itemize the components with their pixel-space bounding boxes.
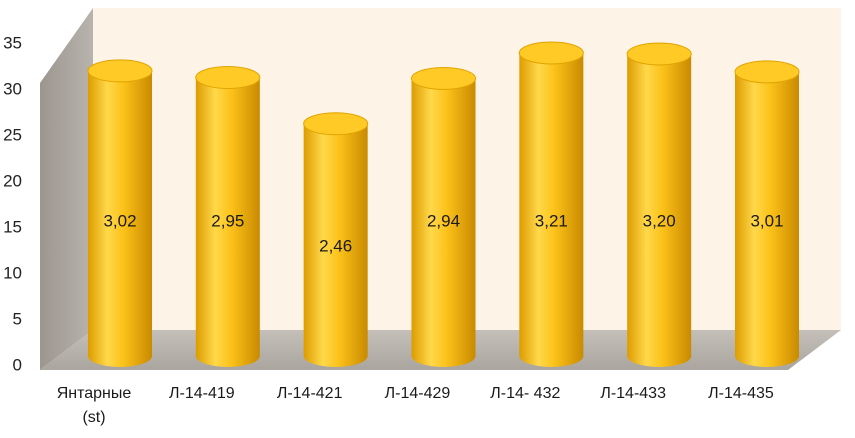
bar-body — [411, 78, 476, 367]
x-tick-label: Л-14-429 — [385, 385, 451, 402]
x-tick-label-line: Л-14- 432 — [490, 385, 560, 402]
bar-top — [626, 42, 692, 66]
bar: 3,20 — [626, 42, 692, 368]
bar-top — [518, 41, 584, 65]
data-label: 2,94 — [427, 211, 460, 230]
x-tick-label: Л-14- 432 — [490, 385, 560, 402]
bar-top — [87, 59, 153, 83]
bar-body — [735, 71, 799, 367]
bar: 2,46 — [303, 112, 369, 367]
x-tick-label-line: Л-14-433 — [600, 385, 666, 402]
y-tick-label: 5 — [13, 309, 22, 328]
x-tick-label: Л-14-421 — [277, 385, 343, 402]
x-tick-label: Л-14-433 — [600, 385, 666, 402]
x-tick-label-line: Л-14-419 — [169, 385, 235, 402]
bar-body — [88, 70, 152, 368]
bar-top — [734, 60, 800, 84]
bar-top — [303, 112, 369, 136]
x-tick-label: Янтарные (st) — [57, 385, 132, 426]
x-tick-label: Л-14-419 — [169, 385, 235, 402]
bar-body — [627, 53, 692, 368]
x-tick-label-line: Янтарные — [57, 385, 132, 402]
bar: 3,01 — [734, 60, 800, 367]
side-wall — [40, 8, 93, 370]
bar-body — [195, 77, 260, 367]
x-tick-label-line: Л-14-429 — [385, 385, 451, 402]
y-tick-label: 20 — [3, 171, 22, 190]
data-label: 3,01 — [750, 211, 783, 230]
data-label: 3,20 — [643, 211, 676, 230]
y-tick-label: 30 — [3, 79, 22, 98]
x-tick-label-line: (st) — [82, 409, 105, 426]
bar: 2,95 — [195, 66, 261, 367]
y-axis: 0 5 10 15 20 25 30 35 — [3, 33, 22, 374]
y-tick-label: 35 — [3, 33, 22, 52]
x-tick-label: Л-14-435 — [708, 385, 774, 402]
bar: 3,02 — [87, 59, 153, 368]
data-label: 2,95 — [211, 211, 244, 230]
y-tick-label: 0 — [13, 355, 22, 374]
x-tick-label-line: Л-14-435 — [708, 385, 774, 402]
bar-top — [411, 66, 476, 90]
bar-body — [519, 53, 584, 367]
data-label: 3,02 — [103, 211, 136, 230]
data-label: 3,21 — [535, 211, 568, 230]
y-tick-label: 10 — [3, 263, 22, 282]
y-tick-label: 25 — [3, 125, 22, 144]
bar: 3,21 — [518, 41, 584, 367]
data-label: 2,46 — [319, 236, 352, 255]
bar: 2,94 — [411, 66, 476, 367]
bar-top — [195, 66, 261, 90]
x-axis: Янтарные (st) Л-14-419 Л-14-421 Л-14-429 Л-14… — [57, 385, 774, 426]
bars: 3,02 2,95 2,46 2,94 3,21 3,20 3,01 — [87, 41, 800, 368]
y-tick-label: 15 — [3, 217, 22, 236]
x-tick-label-line: Л-14-421 — [277, 385, 343, 402]
bar-body — [303, 123, 368, 367]
